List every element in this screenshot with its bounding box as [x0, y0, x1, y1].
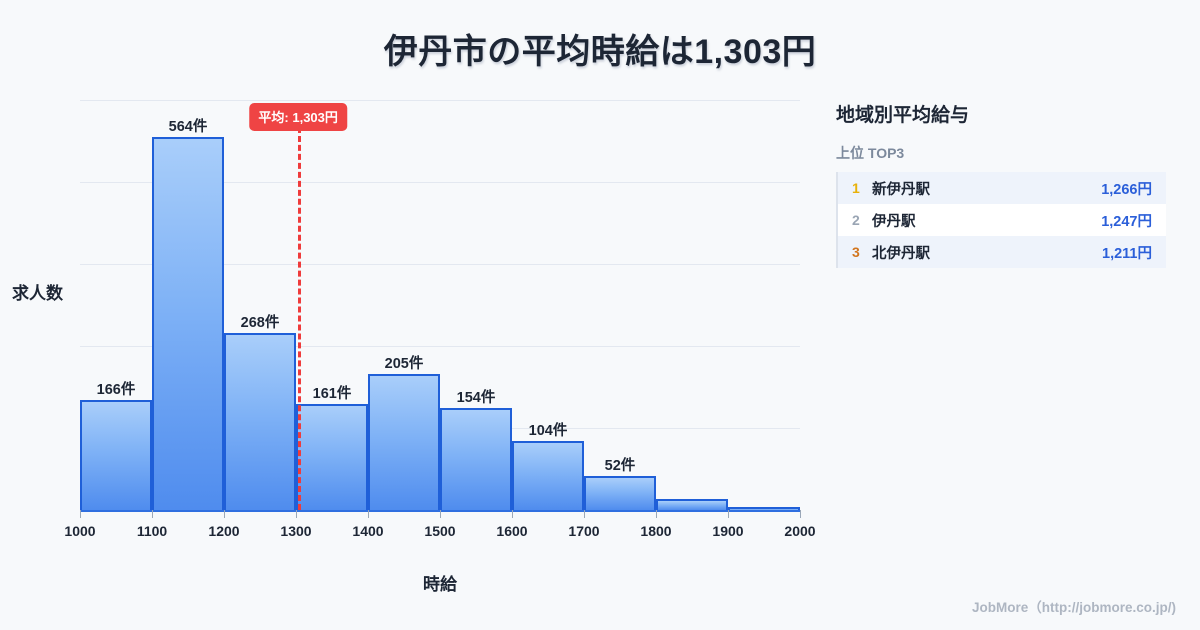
average-line — [298, 118, 302, 510]
histogram-bar — [296, 403, 368, 510]
bar-value-label: 205件 — [384, 356, 424, 373]
page-title: 伊丹市の平均時給は1,303円 — [383, 33, 817, 71]
histogram-bar — [512, 441, 584, 510]
x-axis-tick-label: 1900 — [712, 523, 744, 539]
x-axis-tick — [368, 510, 369, 518]
x-axis-tick — [512, 510, 513, 518]
x-axis-tick-label: 1100 — [136, 523, 168, 539]
x-axis-tick — [80, 510, 81, 518]
gridline — [80, 100, 800, 101]
bar-value-label: 166件 — [96, 382, 136, 399]
gridline — [80, 264, 800, 265]
gridline — [80, 346, 800, 347]
x-axis-tick — [296, 510, 297, 518]
ranking-list: 1 新伊丹駅 1,266円 2 伊丹駅 1,247円 3 北伊丹駅 1,211円 — [836, 172, 1166, 268]
y-axis-title: 求人数 — [12, 284, 63, 303]
bar-value-label: 161件 — [312, 385, 352, 402]
x-axis-tick — [440, 510, 441, 518]
histogram-bar — [80, 400, 152, 510]
rank-wage-value: 1,247円 — [1101, 213, 1152, 230]
histogram-bar — [584, 475, 656, 510]
x-axis-tick-label: 1800 — [640, 523, 672, 539]
x-axis-tick — [224, 510, 225, 518]
ranking-row[interactable]: 3 北伊丹駅 1,211円 — [838, 236, 1166, 268]
x-axis-tick — [152, 510, 153, 518]
rank-station-name: 北伊丹駅 — [872, 245, 930, 262]
histogram-bar — [152, 137, 224, 510]
ranking-row[interactable]: 2 伊丹駅 1,247円 — [838, 204, 1166, 236]
x-axis-tick — [800, 510, 801, 518]
gridline — [80, 182, 800, 183]
histogram-bar — [224, 332, 296, 510]
bar-value-label: 154件 — [456, 390, 496, 407]
x-axis-title: 時給 — [423, 575, 457, 594]
rank-station-name: 伊丹駅 — [872, 213, 916, 230]
x-axis-tick-label: 1700 — [568, 523, 600, 539]
histogram-bar — [656, 498, 728, 510]
histogram-bar — [728, 507, 800, 510]
bar-value-label: 564件 — [168, 119, 208, 136]
x-axis-tick-label: 1000 — [64, 523, 96, 539]
x-axis-tick-label: 1300 — [280, 523, 312, 539]
ranking-row[interactable]: 1 新伊丹駅 1,266円 — [838, 172, 1166, 204]
histogram-chart: 1000 1100 1200 1300 1400 1500 1600 1700 1800 1900… — [12, 100, 816, 594]
x-axis-tick — [728, 510, 729, 518]
bar-value-label: 268件 — [240, 314, 280, 331]
bar-value-label: 52件 — [604, 457, 636, 474]
bar-value-label: 104件 — [528, 423, 568, 440]
x-axis-tick-label: 2000 — [784, 523, 816, 539]
x-axis-tick — [656, 510, 657, 518]
histogram-bar — [368, 374, 440, 510]
x-axis-tick-label: 1200 — [208, 523, 240, 539]
rank-number: 3 — [852, 244, 860, 260]
average-badge: 平均: 1,303円 — [249, 103, 347, 131]
rank-number: 1 — [852, 180, 860, 196]
rank-number: 2 — [852, 212, 860, 228]
panel-subtitle: 上位 TOP3 — [836, 145, 905, 161]
rank-station-name: 新伊丹駅 — [872, 181, 930, 198]
x-axis-tick-label: 1400 — [352, 523, 384, 539]
footer-watermark: JobMore（http://jobmore.co.jp/) — [972, 600, 1176, 615]
rank-wage-value: 1,211円 — [1102, 245, 1152, 262]
histogram-bar — [440, 408, 512, 510]
region-average-panel: 地域別平均給与 上位 TOP3 1 新伊丹駅 1,266円 2 伊丹駅 1,247円 3 北伊… — [836, 100, 1166, 268]
panel-title: 地域別平均給与 — [836, 105, 970, 126]
x-axis-tick-label: 1600 — [496, 523, 528, 539]
rank-wage-value: 1,266円 — [1101, 181, 1152, 198]
x-axis-tick-label: 1500 — [424, 523, 456, 539]
x-axis-tick — [584, 510, 585, 518]
